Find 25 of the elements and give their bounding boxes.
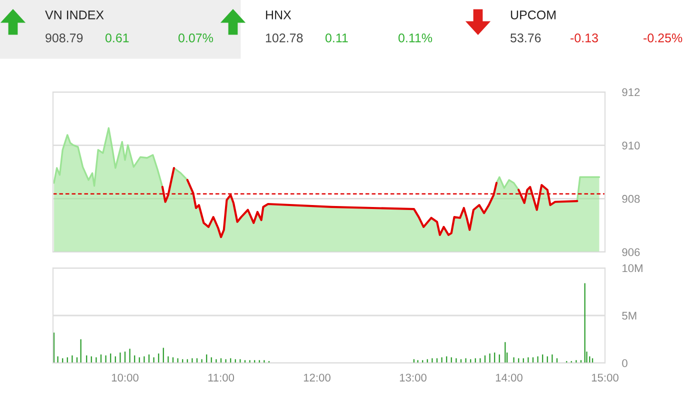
y-tick-label: 0 [622, 359, 628, 368]
y-tick-label: 912 [622, 88, 640, 96]
x-tick-label: 15:00 [592, 374, 618, 382]
text: 102.78 [266, 34, 303, 42]
x-tick-label: 12:00 [304, 374, 330, 382]
text: VN INDEX [45, 10, 104, 20]
text: 0.61 [105, 34, 129, 42]
text: 0.11% [398, 34, 432, 42]
y-tick-label: 10M [622, 264, 642, 272]
text: 0.11 [325, 34, 348, 42]
text: 0.07% [178, 34, 213, 42]
text: 908.79 [46, 34, 83, 42]
x-tick-label: 11:00 [208, 374, 234, 382]
text: -0.25% [644, 34, 682, 42]
text: UPCOM [510, 10, 556, 20]
x-tick-label: 14:00 [496, 374, 522, 382]
y-tick-label: 908 [622, 194, 640, 203]
x-tick-label: 13:00 [400, 374, 426, 382]
y-tick-label: 910 [622, 142, 640, 150]
text: -0.13 [570, 34, 598, 42]
x-tick-label: 10:00 [112, 374, 138, 382]
text: 53.76 [510, 34, 541, 42]
text: HNX [266, 10, 292, 20]
y-tick-label: 5M [622, 312, 636, 320]
y-tick-label: 906 [622, 248, 640, 256]
